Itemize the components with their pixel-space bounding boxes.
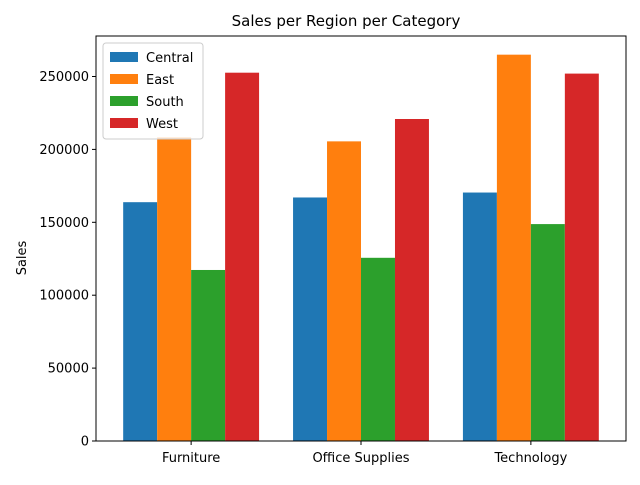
y-tick-label: 100000: [39, 289, 89, 304]
chart-title: Sales per Region per Category: [232, 12, 461, 30]
y-axis-label: Sales: [15, 240, 30, 275]
legend-label-east: East: [146, 73, 174, 88]
y-tick-label: 150000: [39, 216, 89, 231]
legend-swatch-south: [110, 96, 138, 106]
y-tick-label: 50000: [48, 362, 89, 377]
bar-east-technology: [496, 54, 531, 441]
bar-west-technology: [564, 73, 599, 442]
x-tick-label: Furniture: [162, 451, 220, 466]
legend-swatch-east: [110, 74, 138, 84]
y-tick-label: 0: [81, 435, 89, 450]
y-tick-label: 250000: [39, 70, 89, 85]
legend-swatch-central: [110, 52, 138, 62]
x-tick-label: Office Supplies: [312, 451, 409, 466]
bar-south-furniture: [191, 269, 226, 441]
bar-central-technology: [462, 192, 497, 441]
legend-label-central: Central: [146, 51, 193, 66]
bar-south-technology: [530, 224, 565, 441]
x-tick-label: Technology: [493, 451, 567, 466]
bar-south-office-supplies: [361, 257, 395, 441]
x-axis-ticks: Furniture Office Supplies Technology: [162, 441, 568, 466]
legend-label-west: West: [146, 117, 178, 132]
legend-box: [102, 42, 204, 140]
legend-swatch-west: [110, 118, 138, 128]
y-axis-ticks: 0 50000 100000 150000 200000 250000: [39, 70, 96, 450]
bars-layer: [123, 54, 599, 442]
bar-west-office-supplies: [394, 119, 429, 441]
y-tick-label: 200000: [39, 143, 89, 158]
bar-east-office-supplies: [327, 141, 361, 441]
bar-east-furniture: [157, 137, 192, 441]
legend: Central East South West: [102, 42, 204, 140]
bar-central-furniture: [123, 202, 158, 441]
legend-label-south: South: [146, 95, 184, 110]
plot-area-frame: [95, 35, 627, 442]
bar-west-furniture: [225, 72, 260, 441]
bar-central-office-supplies: [293, 197, 328, 441]
